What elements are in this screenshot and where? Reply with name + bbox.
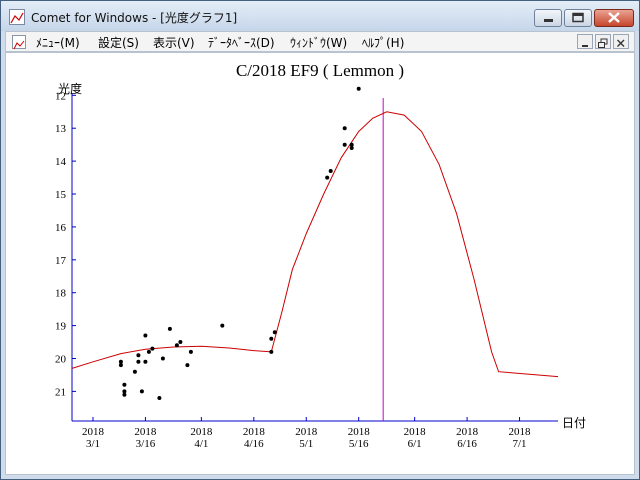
menu-view[interactable]: 表示(V) [153, 36, 195, 50]
observation-point [349, 142, 354, 147]
maximize-button[interactable] [564, 9, 592, 27]
x-tick-label: 2018 7/1 [509, 426, 532, 450]
mdi-minimize-button[interactable] [577, 34, 593, 49]
observation-point [157, 396, 162, 400]
maximize-icon [572, 12, 584, 23]
x-axis-label: 日付 [562, 416, 586, 430]
title-bar[interactable]: Comet for Windows - [光度グラフ1] [1, 1, 639, 31]
menu-window[interactable]: ｳｨﾝﾄﾞｳ(W) [290, 36, 348, 50]
x-tick-label: 2018 4/1 [190, 426, 213, 450]
x-tick-label: 2018 3/1 [82, 426, 105, 450]
y-tick-label: 15 [55, 189, 67, 201]
observation-point [136, 359, 141, 364]
menu-main[interactable]: ﾒﾆｭｰ(M) [36, 36, 80, 50]
y-tick-label: 20 [55, 353, 67, 365]
x-tick-label: 2018 4/16 [243, 426, 266, 450]
observation-point [178, 340, 183, 344]
observation-point [185, 363, 190, 368]
observation-point [143, 333, 148, 338]
observation-point [220, 323, 225, 328]
minimize-icon [582, 45, 588, 47]
observation-point [269, 336, 274, 341]
observation-point [122, 382, 127, 387]
x-tick-label: 2018 6/16 [456, 426, 479, 450]
observation-point [122, 392, 127, 397]
close-icon [617, 39, 625, 47]
observation-point [325, 175, 330, 180]
y-tick-label: 21 [55, 386, 66, 398]
menu-help[interactable]: ﾍﾙﾌﾟ(H) [362, 36, 405, 50]
observation-point [349, 146, 354, 150]
x-tick-label: 2018 3/16 [134, 426, 157, 450]
window-title: Comet for Windows - [光度グラフ1] [31, 11, 238, 25]
observation-point [143, 359, 148, 364]
minimize-icon [544, 19, 553, 22]
x-tick-label: 2018 5/16 [348, 426, 371, 450]
observation-point [342, 126, 347, 131]
y-tick-label: 13 [55, 123, 67, 135]
y-tick-label: 12 [55, 90, 66, 102]
y-tick-label: 17 [55, 255, 67, 267]
observation-point [160, 356, 165, 361]
document-icon[interactable] [12, 35, 26, 50]
observation-point [272, 330, 277, 335]
menu-settings[interactable]: 設定(S) [98, 36, 139, 50]
observation-point [118, 363, 123, 368]
observation-point [328, 169, 333, 173]
graph-pane: C/2018 EF9 ( Lemmon ) 光度日付 12 13 14 15 16 17 18 1… [5, 52, 635, 475]
y-tick-label: 19 [55, 321, 67, 333]
observation-point [146, 349, 151, 354]
x-tick-label: 2018 6/1 [404, 426, 427, 450]
observation-point [174, 343, 179, 348]
observation-point [122, 389, 127, 394]
observation-point [269, 349, 274, 354]
observation-point [132, 369, 137, 374]
observation-point [139, 389, 144, 394]
observation-point [342, 142, 347, 147]
chart-title: C/2018 EF9 ( Lemmon ) [236, 61, 404, 80]
y-tick-label: 18 [55, 288, 67, 300]
app-icon[interactable] [9, 9, 25, 25]
x-tick-label: 2018 5/1 [295, 426, 318, 450]
observation-point [188, 349, 193, 354]
close-icon [608, 12, 620, 23]
observation-point [150, 346, 155, 351]
y-tick-label: 16 [55, 222, 67, 234]
mdi-close-button[interactable] [613, 34, 629, 49]
y-axis-label: 光度 [58, 81, 82, 96]
mdi-restore-button[interactable] [595, 34, 611, 49]
y-tick-label: 14 [55, 156, 67, 168]
menu-database[interactable]: ﾃﾞｰﾀﾍﾞｰｽ(D) [208, 36, 275, 50]
model-curve [71, 111, 559, 378]
observation-point [136, 353, 141, 358]
observation-point [118, 359, 123, 364]
observation-point [356, 86, 361, 91]
menu-bar: ﾒﾆｭｰ(M) 設定(S) 表示(V) ﾃﾞｰﾀﾍﾞｰｽ(D) ｳｨﾝﾄﾞｳ(W… [5, 31, 635, 52]
observation-point [167, 326, 172, 331]
restore-icon [598, 38, 608, 48]
close-button[interactable] [594, 9, 634, 27]
minimize-button[interactable] [534, 9, 562, 27]
